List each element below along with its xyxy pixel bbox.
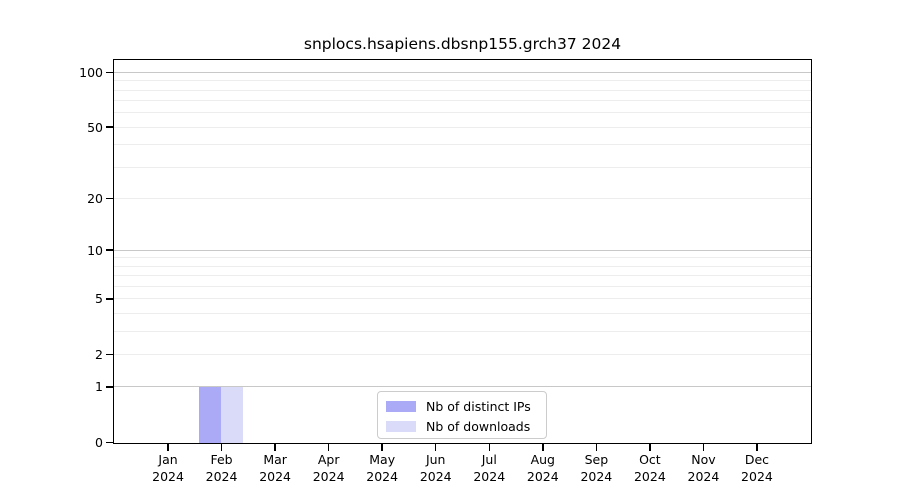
x-tick-label: Jul 2024 bbox=[457, 451, 521, 485]
minor-gridline bbox=[114, 285, 811, 287]
minor-gridline bbox=[114, 126, 811, 128]
y-tick-mark bbox=[106, 126, 113, 128]
minor-gridline bbox=[114, 100, 811, 102]
minor-gridline bbox=[114, 197, 811, 199]
x-tick-label: Nov 2024 bbox=[671, 451, 735, 485]
x-tick-label: Oct 2024 bbox=[618, 451, 682, 485]
minor-gridline bbox=[114, 257, 811, 259]
x-tick-month: Aug bbox=[530, 452, 555, 467]
minor-gridline bbox=[114, 298, 811, 300]
x-tick-year: 2024 bbox=[152, 469, 184, 484]
x-tick-month: Mar bbox=[263, 452, 287, 467]
x-tick-month: Nov bbox=[691, 452, 716, 467]
x-tick-mark bbox=[167, 444, 169, 451]
legend-item: Nb of downloads bbox=[378, 416, 546, 436]
x-tick-month: Apr bbox=[317, 452, 340, 467]
major-gridline bbox=[114, 386, 811, 388]
y-tick-label: 0 bbox=[95, 435, 103, 450]
x-tick-mark bbox=[542, 444, 544, 451]
x-tick-month: Dec bbox=[744, 452, 770, 467]
y-tick-mark bbox=[106, 249, 113, 251]
x-tick-year: 2024 bbox=[526, 469, 559, 484]
major-gridline bbox=[114, 249, 811, 251]
x-tick-mark bbox=[649, 444, 651, 451]
x-tick-year: 2024 bbox=[580, 469, 613, 484]
minor-gridline bbox=[114, 166, 811, 168]
x-tick-year: 2024 bbox=[366, 469, 399, 484]
x-tick-month: Jul bbox=[481, 452, 497, 467]
x-tick-label: Aug 2024 bbox=[511, 451, 575, 485]
x-tick-label: Jun 2024 bbox=[404, 451, 468, 485]
x-tick-mark bbox=[488, 444, 491, 451]
x-tick-mark bbox=[274, 444, 276, 451]
x-tick-mark bbox=[595, 444, 598, 451]
bar-nb-of-distinct-ips bbox=[199, 387, 222, 443]
minor-gridline bbox=[114, 144, 811, 146]
minor-gridline bbox=[114, 275, 811, 277]
x-tick-year: 2024 bbox=[312, 469, 345, 484]
x-tick-year: 2024 bbox=[633, 469, 666, 484]
x-tick-month: Sep bbox=[584, 452, 609, 467]
x-tick-year: 2024 bbox=[741, 469, 773, 484]
minor-gridline bbox=[114, 265, 811, 267]
x-tick-month: Oct bbox=[639, 452, 661, 467]
minor-gridline bbox=[114, 353, 811, 355]
chart-title: snplocs.hsapiens.dbsnp155.grch37 2024 bbox=[303, 35, 622, 53]
major-gridline bbox=[114, 71, 811, 73]
legend-swatch bbox=[386, 400, 416, 412]
y-tick-label: 50 bbox=[87, 119, 103, 135]
y-tick-label: 5 bbox=[95, 291, 103, 307]
x-tick-year: 2024 bbox=[419, 469, 452, 484]
x-tick-mark bbox=[381, 444, 383, 451]
legend: Nb of distinct IPs Nb of downloads bbox=[377, 391, 547, 439]
legend-item: Nb of distinct IPs bbox=[378, 396, 546, 416]
x-tick-year: 2024 bbox=[205, 469, 238, 484]
legend-label: Nb of distinct IPs bbox=[426, 398, 531, 414]
y-tick-label: 10 bbox=[87, 242, 103, 258]
y-tick-mark bbox=[106, 353, 113, 356]
x-tick-label: Jan 2024 bbox=[136, 451, 200, 485]
x-tick-year: 2024 bbox=[259, 469, 292, 484]
x-tick-month: May bbox=[369, 452, 396, 467]
y-tick-mark bbox=[106, 441, 113, 444]
y-tick-label: 100 bbox=[79, 64, 103, 80]
x-tick-label: Sep 2024 bbox=[564, 451, 628, 485]
y-tick-mark bbox=[106, 298, 113, 300]
plot-area bbox=[113, 59, 812, 444]
minor-gridline bbox=[114, 330, 811, 332]
x-tick-year: 2024 bbox=[473, 469, 506, 484]
x-tick-label: Feb 2024 bbox=[190, 451, 254, 485]
y-tick-label: 1 bbox=[95, 379, 103, 395]
plot-inner bbox=[114, 60, 811, 443]
x-tick-label: Dec 2024 bbox=[725, 451, 789, 485]
x-tick-year: 2024 bbox=[687, 469, 720, 484]
y-tick-label: 2 bbox=[95, 346, 103, 362]
legend-swatch bbox=[386, 420, 416, 432]
legend-label: Nb of downloads bbox=[426, 418, 531, 434]
y-tick-mark bbox=[106, 197, 113, 200]
x-tick-mark bbox=[220, 444, 223, 451]
x-tick-mark bbox=[327, 444, 330, 451]
x-tick-mark bbox=[756, 444, 758, 451]
y-tick-mark bbox=[106, 386, 113, 388]
x-tick-label: Apr 2024 bbox=[297, 451, 361, 485]
x-tick-label: Mar 2024 bbox=[243, 451, 307, 485]
minor-gridline bbox=[114, 112, 811, 114]
x-tick-month: Jun bbox=[425, 452, 446, 467]
y-tick-label: 20 bbox=[87, 190, 103, 206]
minor-gridline bbox=[114, 89, 811, 91]
bar-nb-of-downloads bbox=[221, 387, 244, 443]
x-tick-month: Jan bbox=[158, 452, 178, 467]
x-tick-month: Feb bbox=[210, 452, 233, 467]
x-tick-mark bbox=[702, 444, 705, 451]
x-tick-label: May 2024 bbox=[350, 451, 414, 485]
minor-gridline bbox=[114, 80, 811, 82]
minor-gridline bbox=[114, 312, 811, 314]
x-tick-mark bbox=[434, 444, 437, 451]
y-tick-mark bbox=[106, 71, 113, 74]
